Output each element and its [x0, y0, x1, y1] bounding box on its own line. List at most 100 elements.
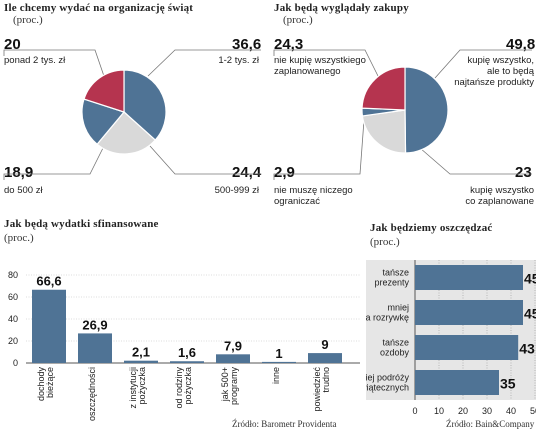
- pie1-value-2: 18,9: [4, 164, 34, 181]
- pie2-value-2: 2,9: [274, 164, 295, 181]
- bar2-category-1: mniejna rozrywkę: [366, 303, 409, 323]
- bar1-value-label-5: 1: [275, 346, 282, 361]
- pie1-label-2: do 500 zł: [4, 185, 43, 196]
- bar1-bar-3: [170, 361, 204, 363]
- bar1-category-line: bieżące: [45, 367, 55, 398]
- bar2-bar-0: [415, 265, 523, 290]
- bar2-category-line: świątecznych: [366, 383, 409, 393]
- bar1-category-0: bieżącedochody: [36, 367, 55, 402]
- bar1-category-line: z instytucji: [128, 367, 138, 409]
- bar1-source: Źródło: Barometr Providenta: [232, 419, 337, 429]
- bar1-bar-4: [216, 354, 250, 363]
- bar1-category-line: od rodziny: [174, 367, 184, 409]
- bar1-svg: 0 20 40 60 80 66,6 bieżącedochody 26,9 oszczędno…: [8, 270, 360, 421]
- bar1-value-label-6: 9: [321, 337, 328, 352]
- pie2-leader-3: [419, 147, 532, 175]
- bar1-category-line: pożyczka: [137, 367, 147, 405]
- pie2-title: Jak będą wyglądały zakupy: [274, 2, 409, 14]
- pie2-label-0: nie kupię wszystkiego zaplanowanego: [274, 55, 366, 77]
- bar2-category-3: mniej podróżyświątecznych: [366, 373, 409, 393]
- bar1-value-label-0: 66,6: [36, 274, 61, 289]
- pie2-slice-3: [361, 66, 406, 111]
- pie2-slice-0: [404, 66, 449, 154]
- bar2-category-line: prezenty: [374, 278, 409, 288]
- bar1-category-4: programyjak 500+: [220, 367, 239, 406]
- bar2-xtick-3: 30: [482, 406, 492, 416]
- bar1-value-label-1: 26,9: [82, 317, 107, 332]
- pie1-value-1: 36,6: [232, 36, 262, 53]
- bar1-unit: (proc.): [4, 232, 34, 244]
- bar1-category-2: pożyczkaz instytucji: [128, 367, 147, 409]
- bar1-category-line: dochody: [36, 367, 46, 402]
- pie2-leader-1: [434, 49, 532, 79]
- pie1-slice-0: [123, 69, 167, 141]
- bar1-ytick-2: 40: [8, 314, 18, 324]
- bar1-category-3: pożyczkaod rodziny: [174, 367, 193, 409]
- bar2-category-2: tańsze ozdoby: [380, 338, 410, 358]
- bar2-title: Jak będziemy oszczędzać: [370, 222, 493, 234]
- bar1-ytick-3: 60: [8, 292, 18, 302]
- bar1-category-line: pożyczka: [183, 367, 193, 405]
- bar2-category-line: na rozrywkę: [366, 313, 409, 323]
- pie1-slice-1: [96, 111, 157, 155]
- pie1-label-0: ponad 2 tys. zł: [4, 55, 66, 66]
- pie1-slice-3: [83, 69, 125, 113]
- bar2-category-line: tańsze: [382, 338, 409, 348]
- bar1-category-line: oszczędności: [87, 367, 97, 421]
- bar2-unit: (proc.): [370, 236, 400, 248]
- bar2-value-label-0: 45: [524, 271, 536, 287]
- bar2-bar-2: [415, 335, 519, 360]
- pie2-panel: Jak będą wyglądały zakupy (proc.) 24,3 n…: [270, 0, 536, 210]
- pie1-leader-3: [149, 145, 261, 175]
- pie1-value-3: 24,4: [232, 164, 262, 181]
- pie2-leader-0: [273, 49, 381, 81]
- bar1-bar-1: [78, 333, 112, 363]
- pie1-title: Ile chcemy wydać na organizację świąt: [4, 2, 194, 14]
- bar1-category-line: jak 500+: [220, 367, 230, 402]
- bar1-category-6: trudnopowiedzieć: [312, 367, 331, 412]
- pie2-leader-2: [273, 119, 365, 180]
- bar1-value-label-2: 2,1: [132, 345, 150, 360]
- pie1-slice-2: [81, 98, 126, 146]
- bar2-bar-3: [415, 370, 499, 395]
- pie1-panel: Ile chcemy wydać na organizację świąt (p…: [0, 0, 265, 210]
- pie1-svg: [3, 49, 261, 180]
- bar1-category-line: programy: [229, 367, 239, 406]
- pie2-value-1: 49,8: [506, 36, 536, 53]
- pie2-value-3: 23: [515, 164, 532, 181]
- pie2-label-1: kupię wszystko, ale to będą najtańsze pr…: [454, 55, 534, 88]
- bar2-category-line: mniej podróży: [366, 373, 409, 383]
- bar1-title: Jak będą wydatki sfinansowane: [4, 218, 159, 230]
- bar1-bar-5: [262, 361, 296, 363]
- pie2-svg: [273, 49, 532, 180]
- bar1-value-label-3: 1,6: [178, 345, 196, 360]
- pie1-unit: (proc.): [13, 14, 43, 26]
- bar1-bar-0: [32, 289, 66, 363]
- bar2-svg: 0102030405045tańszeprezenty45mniejna roz…: [366, 260, 536, 416]
- bar1-category-line: inne: [271, 367, 281, 384]
- bar1-bar-6: [308, 353, 342, 363]
- pie1-leader-1: [147, 49, 261, 77]
- bar2-category-line: mniej: [387, 303, 409, 313]
- bar2-xtick-4: 40: [506, 406, 516, 416]
- pie1-value-0: 20: [4, 36, 21, 53]
- bar1-ytick-1: 20: [8, 336, 18, 346]
- bar1-category-1: oszczędności: [87, 367, 97, 421]
- bar2-xtick-2: 20: [458, 406, 468, 416]
- bar2-panel: Jak będziemy oszczędzać (proc.) 0 10 20 30 4…: [366, 214, 536, 433]
- bar2-bar-1: [415, 300, 523, 325]
- pie2-label-2: nie muszę niczego ograniczać: [274, 185, 353, 207]
- bar2-category-0: tańsze prezenty: [374, 268, 409, 288]
- bar1-panel: Jak będą wydatki sfinansowane (proc.) 0 2…: [0, 214, 365, 433]
- bar2-source: Źródło: Bain&Company: [446, 419, 535, 429]
- bar1-category-line: powiedzieć: [312, 367, 322, 412]
- pie2-unit: (proc.): [283, 14, 313, 26]
- bar2-value-label-2: 43: [519, 341, 535, 357]
- pie1-leader-0: [3, 49, 107, 83]
- bar1-ytick-4: 80: [8, 270, 18, 280]
- pie2-label-3: kupię wszystko co zaplanowane: [465, 185, 534, 207]
- bar2-xtick-1: 10: [434, 406, 444, 416]
- bar2-value-label-3: 35: [500, 376, 516, 392]
- pie1-label-1: 1-2 tys. zł: [218, 55, 259, 66]
- bar2-category-line: ozdoby: [380, 348, 410, 358]
